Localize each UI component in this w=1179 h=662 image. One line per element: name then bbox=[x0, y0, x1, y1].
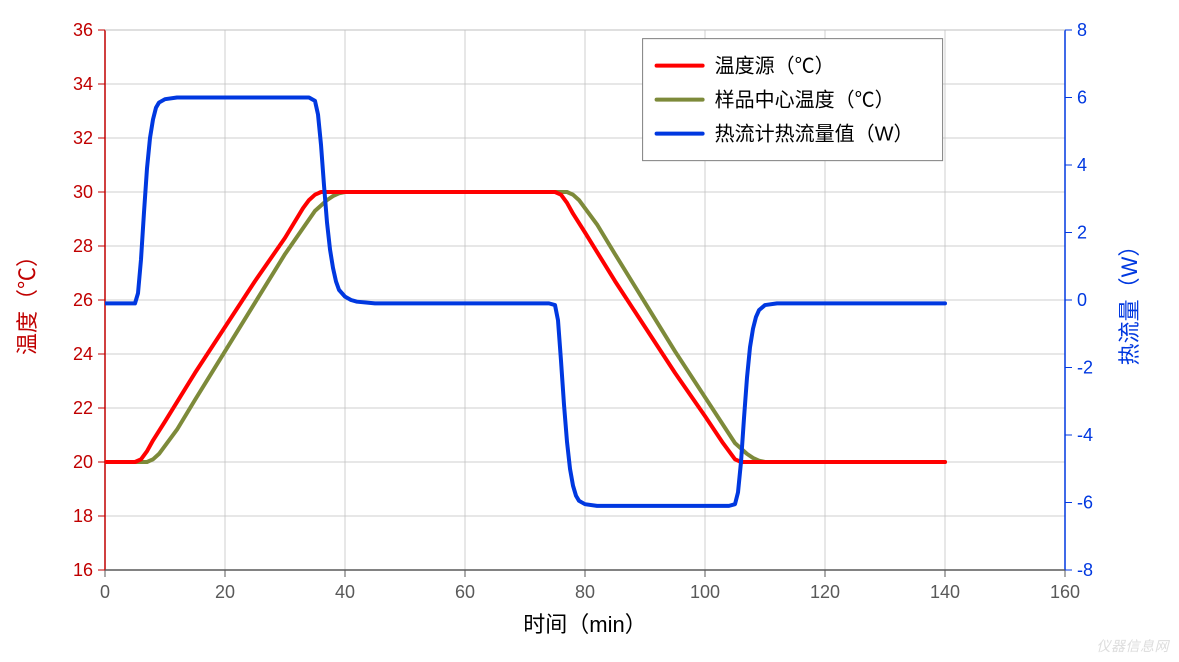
svg-text:4: 4 bbox=[1077, 155, 1087, 175]
svg-text:22: 22 bbox=[73, 398, 93, 418]
svg-text:30: 30 bbox=[73, 182, 93, 202]
svg-text:-8: -8 bbox=[1077, 560, 1093, 580]
svg-text:140: 140 bbox=[930, 582, 960, 602]
svg-text:-4: -4 bbox=[1077, 425, 1093, 445]
svg-text:40: 40 bbox=[335, 582, 355, 602]
dual-axis-line-chart: 0204060801001201401601618202224262830323… bbox=[0, 0, 1179, 662]
svg-text:0: 0 bbox=[1077, 290, 1087, 310]
svg-text:20: 20 bbox=[215, 582, 235, 602]
svg-text:26: 26 bbox=[73, 290, 93, 310]
svg-text:32: 32 bbox=[73, 128, 93, 148]
svg-text:120: 120 bbox=[810, 582, 840, 602]
svg-text:18: 18 bbox=[73, 506, 93, 526]
svg-text:100: 100 bbox=[690, 582, 720, 602]
svg-text:24: 24 bbox=[73, 344, 93, 364]
svg-text:20: 20 bbox=[73, 452, 93, 472]
svg-text:时间（min）: 时间（min） bbox=[523, 612, 646, 637]
svg-text:-6: -6 bbox=[1077, 493, 1093, 513]
svg-text:热流计热流量值（W）: 热流计热流量值（W） bbox=[715, 123, 914, 146]
chart-container: 0204060801001201401601618202224262830323… bbox=[0, 0, 1179, 662]
svg-text:热流量（W）: 热流量（W） bbox=[1117, 235, 1142, 366]
svg-text:36: 36 bbox=[73, 20, 93, 40]
svg-text:6: 6 bbox=[1077, 88, 1087, 108]
svg-text:0: 0 bbox=[100, 582, 110, 602]
svg-text:8: 8 bbox=[1077, 20, 1087, 40]
svg-text:28: 28 bbox=[73, 236, 93, 256]
svg-text:温度（℃）: 温度（℃） bbox=[15, 245, 40, 355]
svg-text:60: 60 bbox=[455, 582, 475, 602]
svg-text:16: 16 bbox=[73, 560, 93, 580]
svg-text:34: 34 bbox=[73, 74, 93, 94]
svg-text:160: 160 bbox=[1050, 582, 1080, 602]
legend: 温度源（℃） 样品中心温度（℃） 热流计热流量值（W） bbox=[643, 39, 943, 161]
svg-text:-2: -2 bbox=[1077, 358, 1093, 378]
svg-text:80: 80 bbox=[575, 582, 595, 602]
svg-text:2: 2 bbox=[1077, 223, 1087, 243]
svg-text:样品中心温度（℃）: 样品中心温度（℃） bbox=[715, 89, 895, 112]
svg-text:温度源（℃）: 温度源（℃） bbox=[715, 55, 835, 78]
